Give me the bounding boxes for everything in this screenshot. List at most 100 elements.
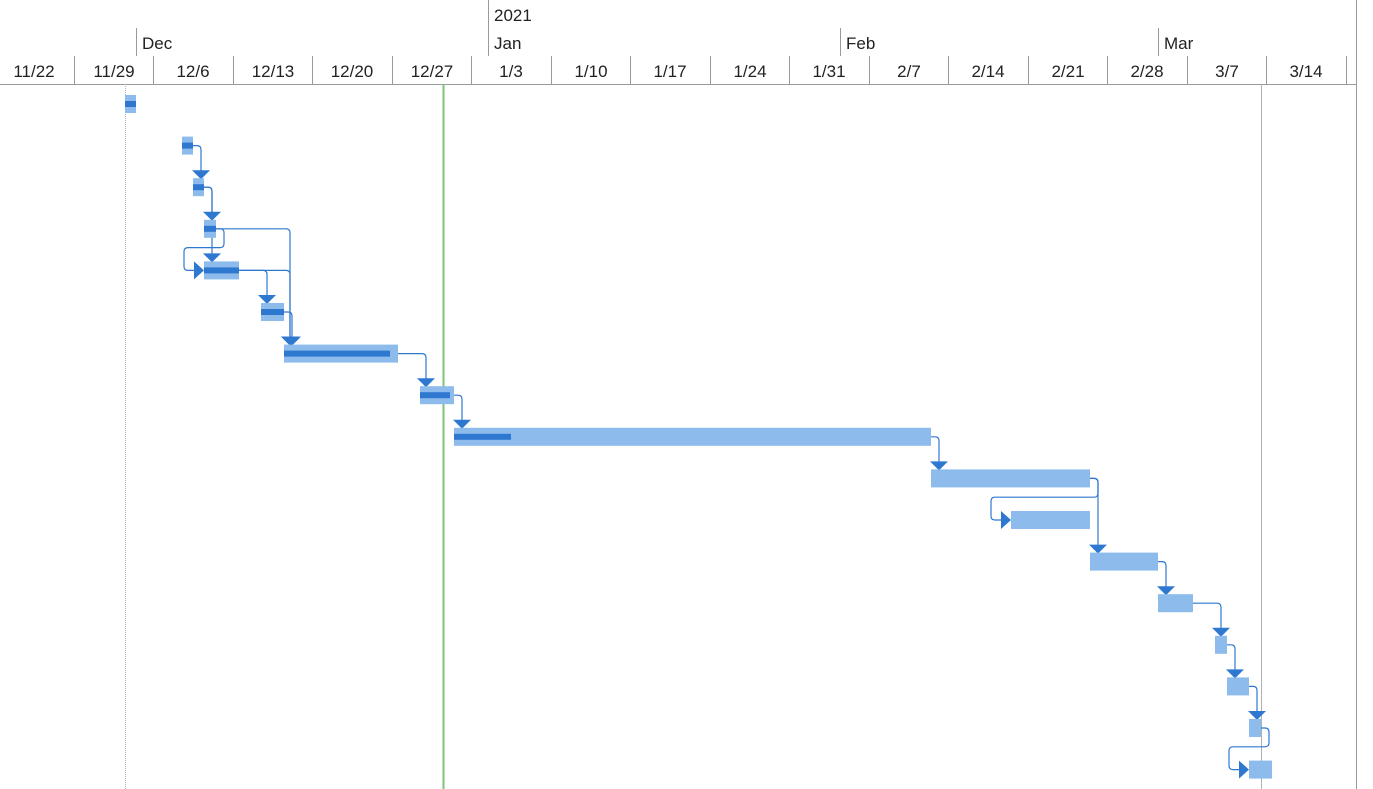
dependency-link — [1090, 477, 1099, 546]
task-bar[interactable] — [1090, 552, 1158, 571]
week-separator — [1028, 56, 1029, 84]
week-label: 12/27 — [410, 62, 454, 81]
dependency-link — [193, 145, 202, 172]
week-label: 1/17 — [653, 62, 687, 81]
task-bar[interactable] — [1215, 635, 1227, 654]
dependency-arrowhead — [1001, 511, 1011, 529]
dependency-link — [216, 228, 291, 338]
week-label: 2/21 — [1051, 62, 1085, 81]
week-label-cell: 11/22 — [0, 56, 74, 84]
task-bar[interactable] — [1249, 760, 1272, 779]
week-label-cell: 12/27 — [392, 56, 472, 84]
week-label-cell: 3/14 — [1266, 56, 1346, 84]
week-label: 2/28 — [1130, 62, 1164, 81]
week-separator — [471, 56, 472, 84]
dependency-link — [183, 228, 225, 271]
task-progress-bar — [193, 184, 204, 191]
dependency-link — [1228, 727, 1270, 771]
task-progress-bar — [125, 101, 136, 107]
dependency-arrowhead — [283, 336, 301, 346]
task-progress-bar — [284, 350, 390, 357]
week-separator — [948, 56, 949, 84]
week-label-cell: 1/10 — [551, 56, 631, 84]
task-bar[interactable] — [1249, 719, 1261, 737]
task-progress-bar — [182, 142, 193, 149]
task-progress-bar — [204, 225, 216, 232]
dependency-link — [239, 269, 268, 296]
dependency-link — [239, 269, 291, 338]
week-label: 1/10 — [574, 62, 608, 81]
week-label: 12/6 — [176, 62, 210, 81]
week-label-cell: 2/7 — [869, 56, 949, 84]
dependency-link — [1227, 644, 1236, 671]
month-cell: Jan — [488, 28, 840, 56]
week-separator — [392, 56, 393, 84]
dependency-arrowhead — [1089, 544, 1107, 554]
week-separator — [869, 56, 870, 84]
task-bar[interactable] — [454, 427, 931, 446]
week-separator — [1346, 56, 1347, 84]
week-label-cell: 12/20 — [312, 56, 392, 84]
week-label-cell: 2/28 — [1107, 56, 1187, 84]
dependency-arrowhead — [203, 253, 221, 263]
week-label-cell: 12/13 — [233, 56, 313, 84]
week-label: 11/29 — [93, 62, 135, 81]
dependency-arrowhead — [1212, 627, 1230, 637]
week-separator — [1266, 56, 1267, 84]
task-progress-bar — [204, 267, 239, 274]
week-label-cell: 1/24 — [710, 56, 790, 84]
gantt-chart-area[interactable] — [0, 84, 1356, 789]
dependency-arrowhead — [1226, 669, 1244, 679]
week-separator — [630, 56, 631, 84]
week-label: 1/3 — [499, 62, 523, 81]
task-bar[interactable] — [1227, 677, 1249, 696]
week-separator — [312, 56, 313, 84]
dependency-arrowhead — [453, 419, 471, 429]
dependency-arrowhead — [417, 378, 435, 388]
task-bar[interactable] — [1011, 511, 1090, 529]
month-label: Feb — [846, 34, 876, 53]
task-bar[interactable] — [931, 469, 1090, 488]
week-separator — [1187, 56, 1188, 84]
timescale-month-tier: Dec Jan Feb Mar — [0, 28, 1356, 56]
dependency-link — [1249, 685, 1258, 712]
gantt-chart-svg[interactable] — [0, 84, 1356, 789]
week-separator — [710, 56, 711, 84]
year-cell: 2021 — [488, 0, 1356, 28]
dependency-link — [204, 186, 213, 255]
dependency-arrowhead — [1157, 586, 1175, 596]
week-separator — [551, 56, 552, 84]
dependency-link — [284, 311, 293, 338]
timescale-year-tier: 2021 — [0, 0, 1356, 28]
week-label: 1/24 — [733, 62, 767, 81]
month-cell — [0, 28, 136, 56]
dependency-link — [1158, 561, 1167, 588]
week-label: 1/31 — [812, 62, 846, 81]
week-label-cell: 12/6 — [153, 56, 233, 84]
dependency-arrowhead — [192, 170, 210, 180]
dependency-link — [398, 353, 427, 380]
pane-right-edge — [1356, 0, 1357, 789]
dependency-arrowhead — [194, 261, 204, 280]
dependency-arrowhead — [930, 461, 948, 471]
week-label-cell: 1/17 — [630, 56, 710, 84]
dependency-arrowhead — [1239, 760, 1249, 779]
task-progress-bar — [454, 433, 511, 440]
year-label: 2021 — [494, 6, 532, 25]
week-label-cell: 3/7 — [1187, 56, 1267, 84]
week-label-cell: 1/3 — [471, 56, 551, 84]
dependency-link — [204, 186, 213, 213]
month-label: Mar — [1164, 34, 1194, 53]
dependency-link — [454, 394, 463, 421]
month-cell: Mar — [1158, 28, 1356, 56]
week-label: 2/7 — [897, 62, 921, 81]
timescale-header: 2021 Dec Jan Feb Mar 11/22 11/29 12/6 12/13 12/… — [0, 0, 1373, 85]
week-separator — [74, 56, 75, 84]
dependency-arrowhead — [1248, 711, 1266, 720]
week-label: 12/13 — [251, 62, 295, 81]
dependency-link — [1193, 602, 1222, 629]
task-progress-bar — [420, 392, 450, 399]
task-bar[interactable] — [1158, 594, 1193, 613]
week-label-cell: 1/31 — [789, 56, 869, 84]
week-label: 3/7 — [1215, 62, 1239, 81]
